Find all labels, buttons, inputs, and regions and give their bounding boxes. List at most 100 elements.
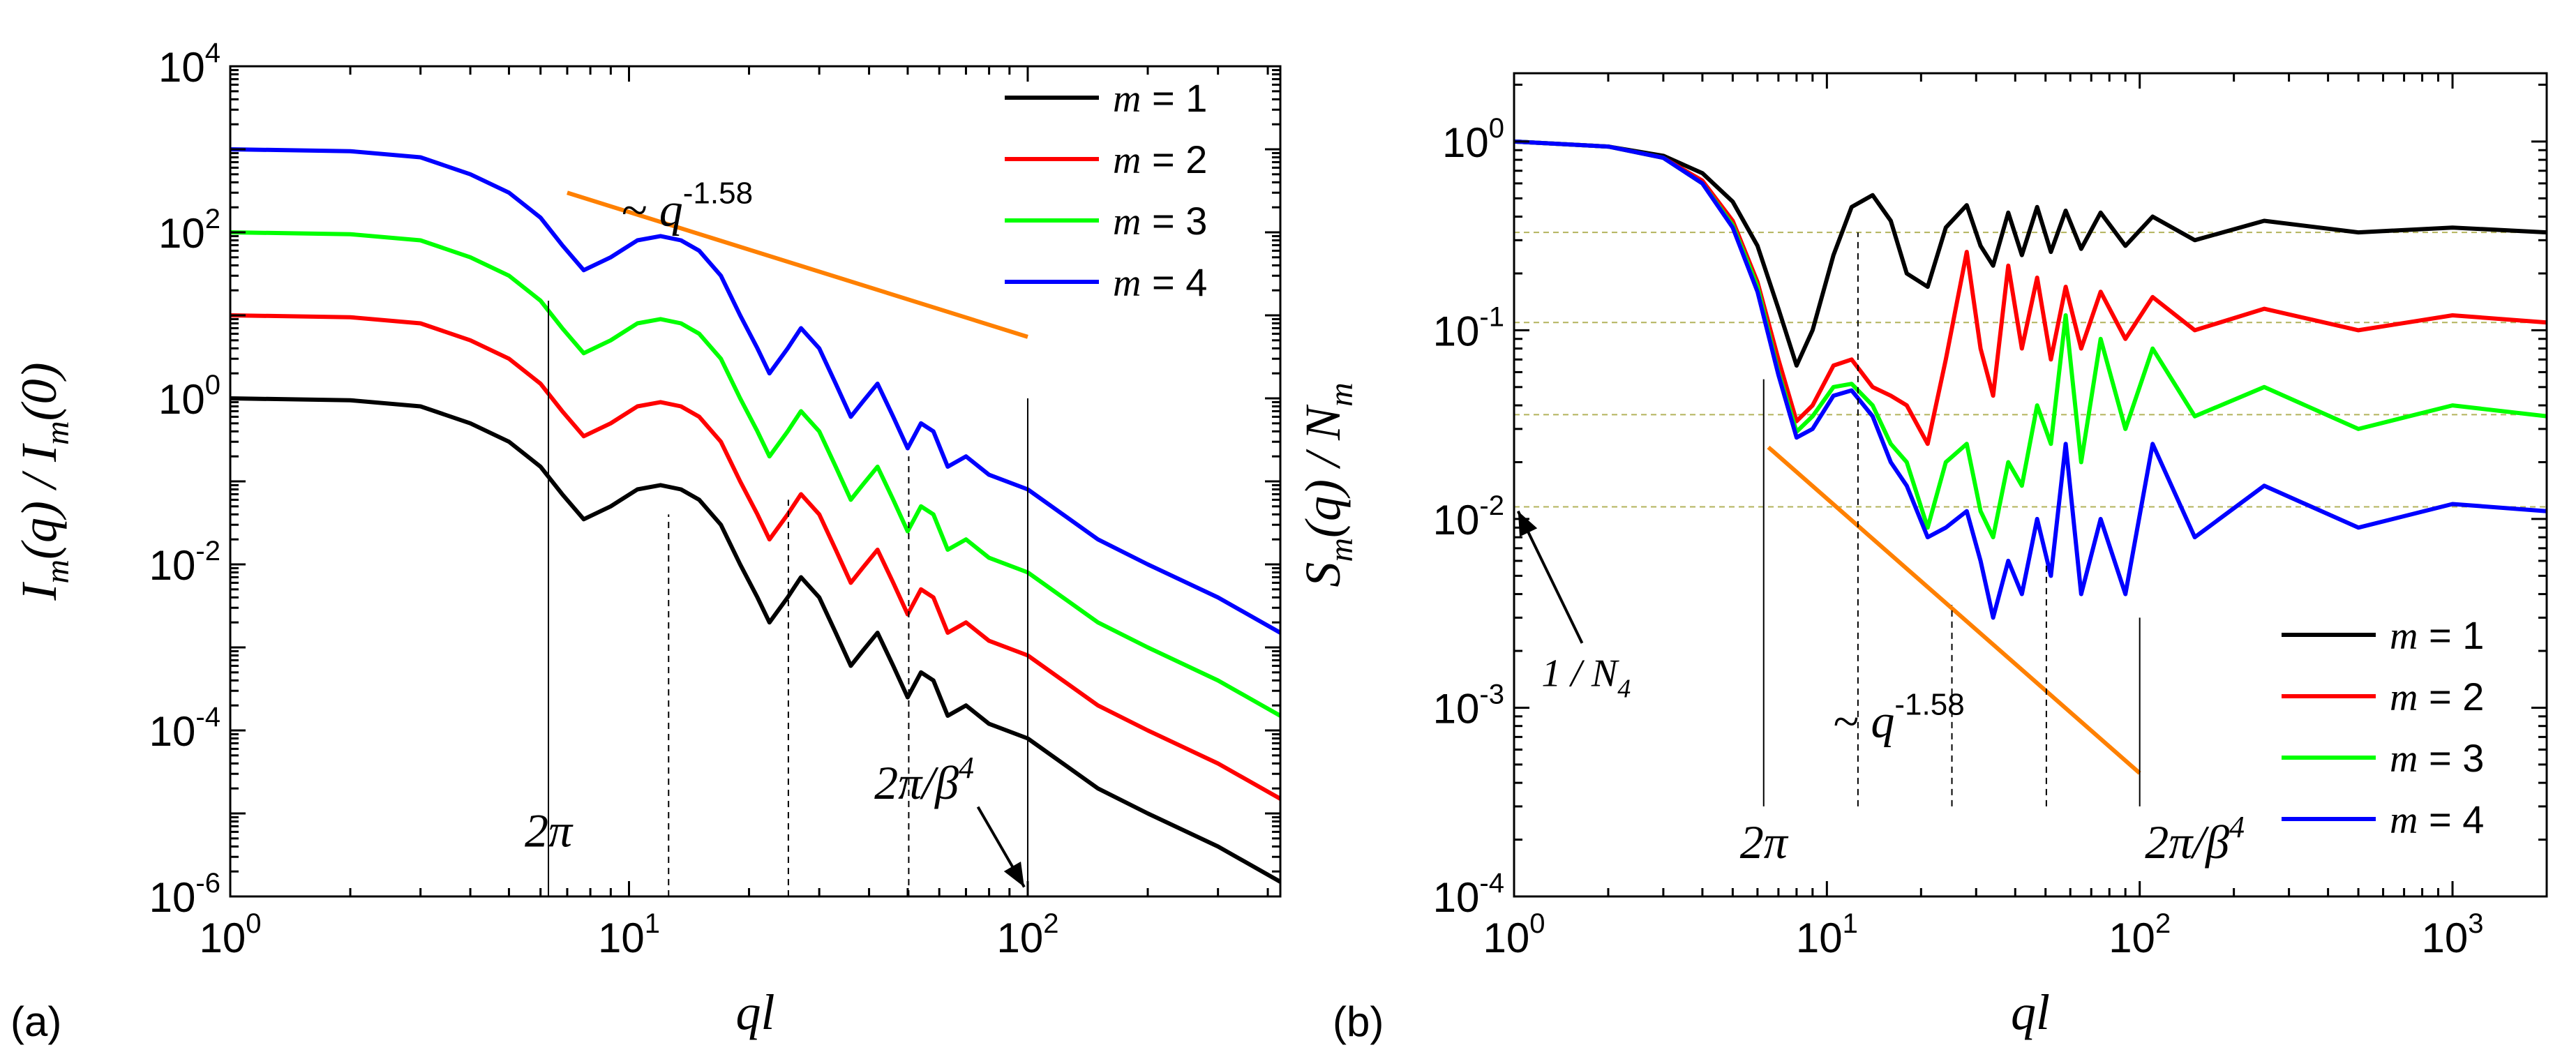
annotation-2: 2π/β4	[874, 751, 974, 809]
y-tick-exponent: 4	[205, 38, 220, 68]
y-tick-exponent: -2	[195, 536, 220, 566]
y-tick-label-5: 100	[1442, 113, 1504, 166]
inverse-n-label: 1 / N4	[1541, 652, 1631, 704]
y-tick-base: 10	[1442, 119, 1489, 166]
y-label-var: S	[1295, 562, 1351, 587]
y-tick-exponent: 0	[1489, 113, 1504, 144]
x-tick-base: 10	[1796, 915, 1843, 961]
legend-var: m	[1113, 200, 1141, 243]
y-tick-label-5: 102	[158, 204, 220, 257]
annotation-1: 2π	[1740, 816, 1789, 869]
x-tick-label-1: 100	[200, 908, 262, 961]
y-tick-base: 10	[1433, 874, 1480, 921]
y-label-sub2: m	[1323, 382, 1360, 407]
legend-label-m1: m = 1	[1113, 76, 1207, 121]
legend-value: = 2	[1141, 137, 1207, 181]
x-axis-label: ql	[2011, 984, 2050, 1040]
y-tick-base: 10	[1433, 497, 1480, 543]
y-label-tail: (0)	[11, 362, 67, 421]
legend-value: = 1	[2418, 613, 2484, 657]
legend-label-m2: m = 2	[2390, 675, 2484, 719]
y-tick-label-2: 10-3	[1433, 679, 1504, 732]
series-line-m2	[1514, 139, 2547, 446]
y-tick-base: 10	[149, 708, 196, 755]
y-tick-label-6: 104	[158, 38, 220, 91]
x-tick-label-1: 100	[1483, 908, 1545, 961]
y-label-mid: (q) / N	[1295, 404, 1351, 538]
legend-var: m	[2390, 615, 2418, 658]
series-line-m1	[1514, 139, 2547, 368]
x-tick-label-4: 103	[2422, 908, 2484, 961]
legend-var: m	[1113, 77, 1141, 121]
legend-value: = 1	[1141, 76, 1207, 120]
y-axis-label: Im(q) / Im(0)	[11, 362, 76, 601]
legend-value: = 3	[1141, 199, 1207, 243]
annotation-1: 2π	[525, 804, 574, 857]
legend-label-m4: m = 4	[1113, 260, 1207, 305]
axes-frame	[1513, 72, 2548, 898]
y-tick-base: 10	[149, 542, 196, 589]
y-label-sub2: m	[39, 421, 76, 445]
y-tick-exponent: -1	[1479, 301, 1504, 332]
legend-var: m	[1113, 262, 1141, 305]
legend-var: m	[1113, 139, 1141, 182]
annotation-text: 2π/β	[2145, 816, 2229, 869]
legend-var: m	[2390, 799, 2418, 842]
legend-var: m	[2390, 676, 2418, 719]
annotation-text: 2π/β	[874, 756, 959, 809]
series-group	[230, 147, 1280, 884]
legend: m = 1m = 2m = 3m = 4	[1005, 76, 1207, 305]
legend-label-m4: m = 4	[2390, 797, 2484, 842]
legend-label-m3: m = 3	[1113, 199, 1207, 243]
inverse-n-sub: 4	[1617, 675, 1631, 704]
y-tick-label-3: 10-2	[1433, 490, 1504, 543]
y-tick-exponent: 0	[205, 370, 220, 400]
x-tick-exponent: 1	[645, 908, 660, 939]
legend-var: m	[2390, 737, 2418, 781]
power-law-var: q	[1871, 694, 1894, 747]
legend-label-m2: m = 2	[1113, 137, 1207, 182]
x-tick-exponent: 2	[1043, 908, 1058, 939]
y-tick-base: 10	[158, 210, 205, 257]
x-tick-base: 10	[2422, 915, 2469, 961]
series-group	[1514, 139, 2547, 620]
x-tick-label-3: 102	[996, 908, 1058, 961]
arrow-head	[1003, 861, 1024, 887]
y-tick-base: 10	[158, 376, 205, 423]
x-axis-label: ql	[735, 984, 774, 1040]
series-line-m3	[1514, 139, 2547, 540]
power-law-label: ~ q-1.58	[1834, 687, 1965, 747]
legend-label-m1: m = 1	[2390, 613, 2484, 658]
x-tick-exponent: 3	[2468, 908, 2483, 939]
legend-label-m3: m = 3	[2390, 736, 2484, 781]
annotation-2: 2π/β4	[2145, 810, 2245, 869]
annotation-sup: 4	[2229, 810, 2245, 844]
y-tick-label-4: 100	[158, 370, 220, 423]
annotation-sup: 4	[959, 751, 974, 785]
y-tick-label-1: 10-6	[149, 868, 220, 921]
x-tick-base: 10	[598, 915, 645, 961]
y-tick-base: 10	[149, 874, 196, 921]
x-tick-label-2: 101	[598, 908, 660, 961]
y-tick-exponent: 2	[205, 204, 220, 234]
arrow-shaft	[1516, 510, 1584, 644]
y-tick-label-4: 10-1	[1433, 301, 1504, 354]
y-tick-exponent: -4	[1479, 868, 1504, 899]
y-tick-base: 10	[158, 44, 205, 91]
y-tick-base: 10	[1433, 308, 1480, 354]
power-law-fit-line	[1767, 445, 2141, 775]
x-tick-base: 10	[200, 915, 246, 961]
power-law-tilde: ~	[622, 183, 659, 236]
y-tick-exponent: -6	[195, 868, 220, 899]
x-tick-exponent: 0	[246, 908, 261, 939]
y-axis-label: Sm(q) / Nm	[1295, 382, 1360, 587]
power-law-var: q	[659, 183, 683, 236]
legend-value: = 3	[2418, 736, 2484, 780]
legend-value: = 4	[1141, 260, 1207, 304]
y-tick-exponent: -4	[195, 702, 220, 733]
panel-label: (b)	[1333, 998, 1384, 1045]
y-tick-exponent: -2	[1479, 490, 1504, 521]
power-law-tilde: ~	[1834, 694, 1871, 747]
